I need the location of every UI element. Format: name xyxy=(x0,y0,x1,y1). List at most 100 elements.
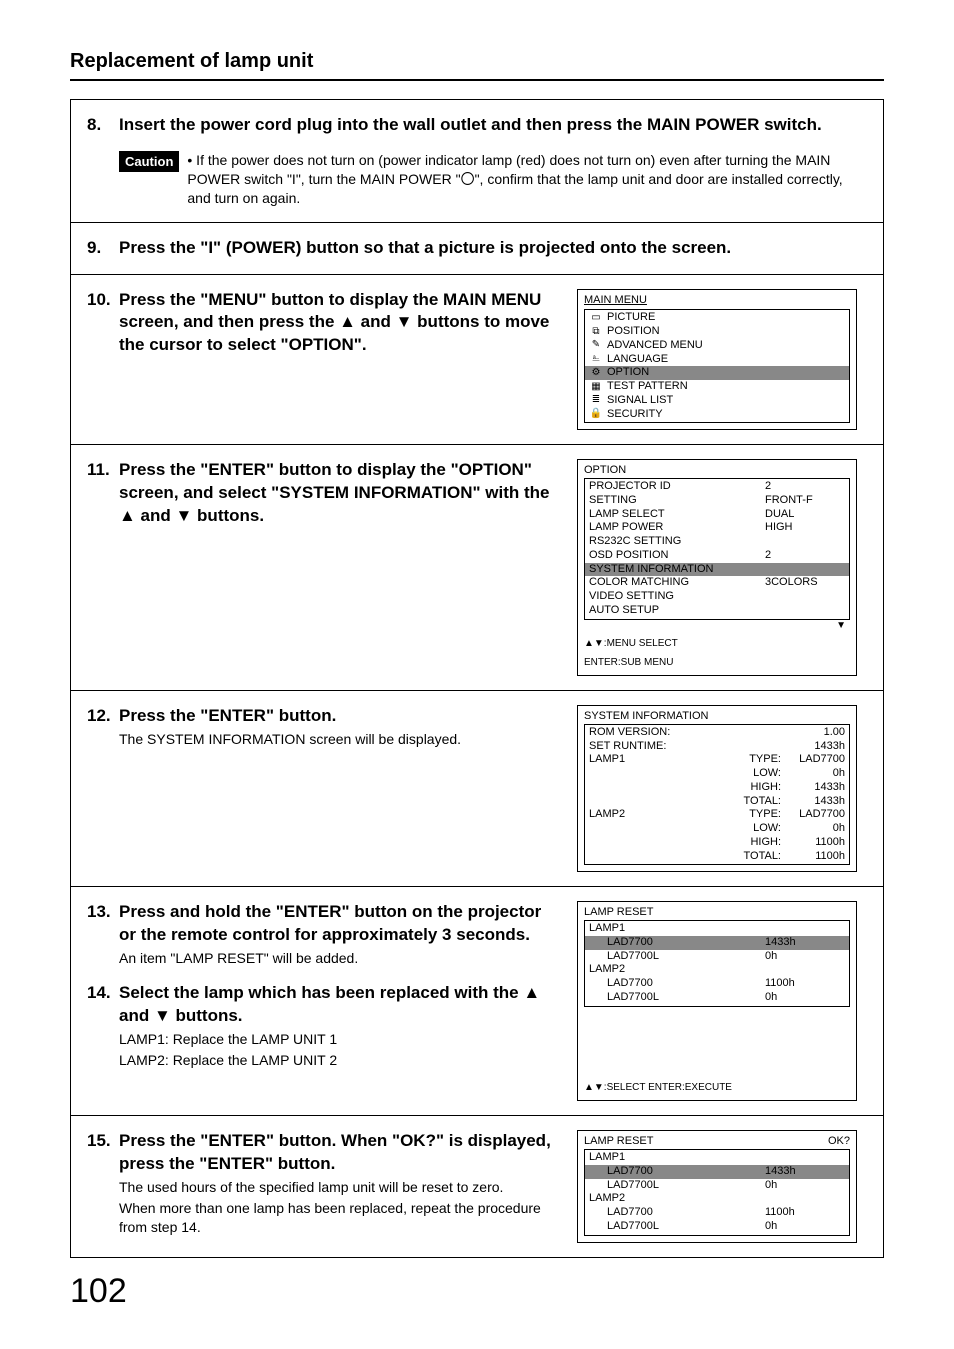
lamp-reset-ok-menu-box: LAMP RESET OK? LAMP1LAD77001433hLAD7700L… xyxy=(577,1130,857,1242)
page-number: 102 xyxy=(70,1272,884,1311)
menu-item: ▭PICTURE xyxy=(585,311,849,325)
caution-text: • If the power does not turn on (power i… xyxy=(187,151,867,208)
option-key: SYSTEM INFORMATION xyxy=(589,563,765,577)
sysinfo-menu-box: SYSTEM INFORMATION ROM VERSION:1.00SET R… xyxy=(577,705,857,872)
menu-title: LAMP RESET xyxy=(584,1135,654,1147)
sys-col3: LAD7700 xyxy=(785,753,845,767)
sys-col2: LOW: xyxy=(679,767,785,781)
reset-value: 1433h xyxy=(765,936,845,950)
step-body: LAMP1: Replace the LAMP UNIT 1 xyxy=(119,1030,557,1049)
option-key: LAMP SELECT xyxy=(589,508,765,522)
menu-item-icon: ⎁ xyxy=(589,353,603,366)
main-menu-box: MAIN MENU ▭PICTURE⧉ POSITION✎ADVANCED MEN… xyxy=(577,289,857,431)
menu-item-label: POSITION xyxy=(607,325,660,339)
reset-key: LAD7700 xyxy=(589,1206,765,1220)
step-number: 13. xyxy=(87,901,119,947)
option-key: OSD POSITION xyxy=(589,549,765,563)
sys-col3: 1433h xyxy=(785,781,845,795)
reset-value xyxy=(765,1151,845,1165)
menu-hint: ▲▼:MENU SELECT xyxy=(584,638,850,651)
reset-value: 0h xyxy=(765,1220,845,1234)
option-value: DUAL xyxy=(765,508,845,522)
menu-item-icon: ⚙ xyxy=(589,367,603,380)
step-heading: Insert the power cord plug into the wall… xyxy=(119,114,822,137)
sys-col3: LAD7700 xyxy=(785,808,845,822)
reset-value: 0h xyxy=(765,1179,845,1193)
reset-value xyxy=(765,1192,845,1206)
reset-row: LAD7700L0h xyxy=(585,1179,849,1193)
caution-badge: Caution xyxy=(119,151,179,173)
menu-item-label: ADVANCED MENU xyxy=(607,339,703,353)
sys-col1 xyxy=(589,767,679,781)
sys-col2: TYPE: xyxy=(679,753,785,767)
reset-value xyxy=(765,963,845,977)
option-key: PROJECTOR ID xyxy=(589,480,765,494)
option-row: COLOR MATCHING3COLORS xyxy=(585,576,849,590)
step-11: 11. Press the "ENTER" button to display … xyxy=(71,445,883,691)
step-15: 15. Press the "ENTER" button. When "OK?"… xyxy=(71,1116,883,1256)
reset-row: LAD77001100h xyxy=(585,977,849,991)
menu-item-icon: ≣ xyxy=(589,394,603,407)
sys-col1 xyxy=(589,836,679,850)
menu-title: SYSTEM INFORMATION xyxy=(584,710,850,724)
sys-col2: TOTAL: xyxy=(679,795,785,809)
reset-key: LAMP1 xyxy=(589,1151,765,1165)
step-9: 9. Press the "I" (POWER) button so that … xyxy=(71,223,883,275)
option-row: AUTO SETUP xyxy=(585,604,849,618)
option-key: LAMP POWER xyxy=(589,521,765,535)
menu-item: ⚙OPTION xyxy=(585,366,849,380)
sysinfo-row: TOTAL:1433h xyxy=(585,795,849,809)
sys-col2: TYPE: xyxy=(679,808,785,822)
sys-col1 xyxy=(589,822,679,836)
step-number: 15. xyxy=(87,1130,119,1176)
sys-col1: LAMP2 xyxy=(589,808,679,822)
step-body: The SYSTEM INFORMATION screen will be di… xyxy=(119,730,557,749)
menu-hint: ENTER:SUB MENU xyxy=(584,657,850,670)
reset-key: LAD7700 xyxy=(589,936,765,950)
sysinfo-row: LAMP1TYPE:LAD7700 xyxy=(585,753,849,767)
menu-item-label: SIGNAL LIST xyxy=(607,394,673,408)
menu-item: ✎ADVANCED MENU xyxy=(585,339,849,353)
sys-col2 xyxy=(679,740,785,754)
option-key: SETTING xyxy=(589,494,765,508)
step-10: 10. Press the "MENU" button to display t… xyxy=(71,275,883,446)
sys-col3: 0h xyxy=(785,822,845,836)
reset-key: LAD7700L xyxy=(589,1220,765,1234)
menu-item-icon: ⧉ xyxy=(589,326,603,339)
sys-col2: HIGH: xyxy=(679,781,785,795)
option-row: OSD POSITION2 xyxy=(585,549,849,563)
step-number: 8. xyxy=(87,114,119,137)
step-number: 10. xyxy=(87,289,119,358)
page-title: Replacement of lamp unit xyxy=(70,50,884,81)
reset-value: 1100h xyxy=(765,1206,845,1220)
option-value xyxy=(765,563,845,577)
menu-title: MAIN MENU xyxy=(584,294,850,308)
sysinfo-row: ROM VERSION:1.00 xyxy=(585,726,849,740)
step-number: 14. xyxy=(87,982,119,1028)
sysinfo-row: TOTAL:1100h xyxy=(585,850,849,864)
reset-row: LAMP1 xyxy=(585,1151,849,1165)
reset-value: 1433h xyxy=(765,1165,845,1179)
reset-row: LAD7700L0h xyxy=(585,950,849,964)
sys-col2: HIGH: xyxy=(679,836,785,850)
menu-item-icon: ▭ xyxy=(589,312,603,325)
menu-item-label: TEST PATTERN xyxy=(607,380,688,394)
sys-col1 xyxy=(589,795,679,809)
step-heading: Press the "ENTER" button. When "OK?" is … xyxy=(119,1130,557,1176)
step-heading: Press the "I" (POWER) button so that a p… xyxy=(119,237,731,260)
menu-item: 🔒SECURITY xyxy=(585,408,849,422)
sysinfo-row: LOW:0h xyxy=(585,822,849,836)
sys-col1: ROM VERSION: xyxy=(589,726,679,740)
sysinfo-row: LAMP2TYPE:LAD7700 xyxy=(585,808,849,822)
step-body: LAMP2: Replace the LAMP UNIT 2 xyxy=(119,1051,557,1070)
menu-title: OPTION xyxy=(584,464,850,478)
menu-item-icon: 🔒 xyxy=(589,408,603,421)
reset-row: LAD77001433h xyxy=(585,936,849,950)
step-8: 8. Insert the power cord plug into the w… xyxy=(71,100,883,223)
option-key: COLOR MATCHING xyxy=(589,576,765,590)
reset-row: LAMP2 xyxy=(585,963,849,977)
step-body: An item "LAMP RESET" will be added. xyxy=(119,949,557,968)
option-value: 2 xyxy=(765,480,845,494)
option-row: RS232C SETTING xyxy=(585,535,849,549)
reset-key: LAD7700 xyxy=(589,977,765,991)
